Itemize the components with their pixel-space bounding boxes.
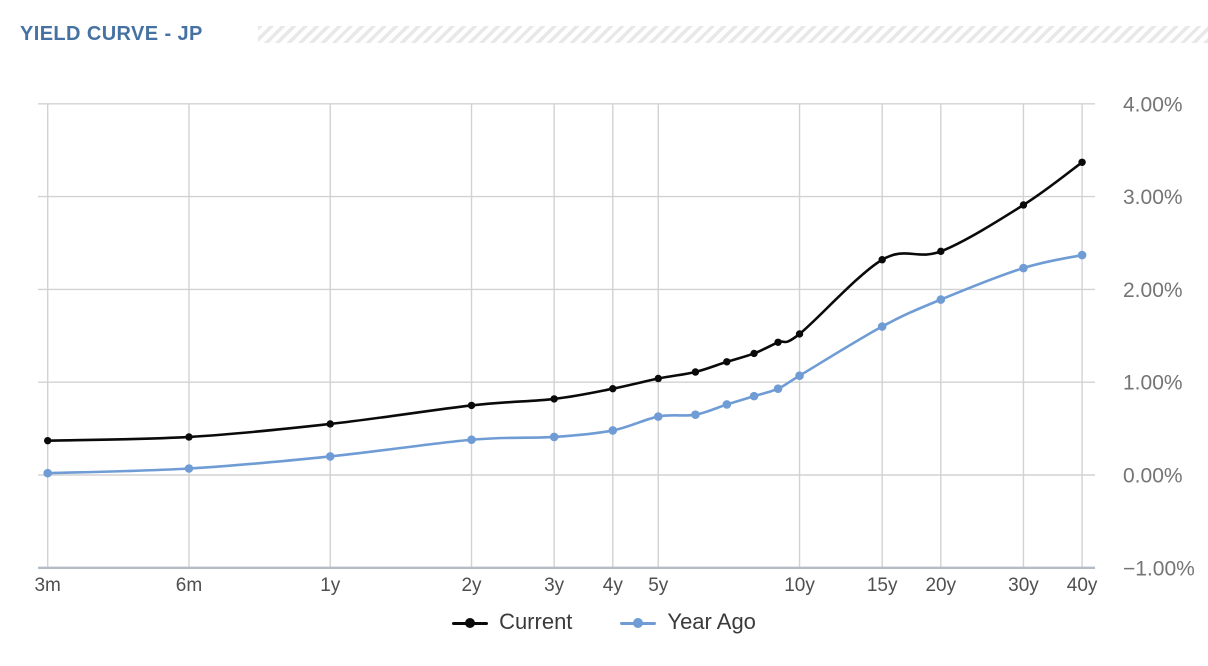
x-tick-label: 40y [1067,575,1098,596]
x-tick-label: 3y [544,575,565,596]
current-series-swatch-dot [465,618,476,628]
page-title: YIELD CURVE - JP [20,23,203,45]
data-point-year-ago-15y [877,322,887,331]
data-point-year-ago-6y [691,410,700,419]
data-point-current-6m [185,433,193,441]
series-line-current [46,160,1084,442]
x-tick-label: 2y [461,575,482,596]
data-point-year-ago-40y [1077,250,1087,260]
data-point-current-5y [654,374,662,383]
data-point-current-30y [1019,201,1028,209]
data-point-current-6y [691,368,700,376]
data-point-current-4y [609,384,617,393]
series-line-year-ago [46,253,1084,475]
y-tick-label: 0.00% [1123,465,1183,488]
data-point-current-10y [795,330,804,338]
header: YIELD CURVE - JP [0,0,1208,60]
x-tick-label: 20y [925,575,956,596]
y-tick-label: 1.00% [1123,372,1183,395]
x-tick-label: 15y [867,575,898,596]
data-point-year-ago-30y [1019,263,1028,273]
data-point-year-ago-2y [467,435,476,445]
x-tick-label: 10y [784,575,815,596]
data-point-year-ago-8y [749,391,759,401]
data-point-year-ago-1y [325,452,335,461]
data-point-year-ago-20y [936,295,946,304]
data-point-current-7y [723,358,731,366]
data-point-current-3y [550,395,558,403]
data-point-current-15y [878,256,886,264]
data-point-year-ago-5y [653,412,663,421]
x-tick-label: 5y [648,575,669,596]
current-series-swatch-line [452,618,489,628]
chart-legend: Current Year Ago [0,606,1208,640]
y-tick-label: 2.00% [1123,279,1183,302]
data-point-current-2y [467,401,476,410]
legend-item-year-ago[interactable]: Year Ago [620,611,756,635]
data-point-year-ago-3m [43,468,52,478]
year-ago-series-swatch-line [620,618,657,628]
y-tick-label: −1.00% [1123,557,1195,580]
legend-label-year-ago: Year Ago [667,609,756,634]
data-point-current-8y [750,349,758,358]
x-tick-label: 6m [176,575,202,596]
data-point-current-3m [44,436,52,445]
x-tick-label: 3m [34,575,60,596]
x-tick-label: 30y [1008,575,1039,596]
data-point-current-9y [774,338,782,346]
data-point-current-20y [937,247,945,256]
data-point-year-ago-6m [184,464,194,473]
year-ago-series-swatch-dot [633,618,644,628]
x-tick-label: 1y [320,575,341,596]
data-point-year-ago-7y [722,400,732,409]
data-point-year-ago-3y [549,432,559,442]
data-point-current-40y [1078,158,1086,166]
y-tick-label: 4.00% [1123,93,1183,116]
legend-label-current: Current [499,609,573,634]
data-point-current-1y [326,420,334,428]
x-tick-label: 4y [603,575,624,596]
data-point-year-ago-10y [795,371,804,381]
header-stripes-decoration [258,26,1208,43]
data-point-year-ago-4y [608,426,618,435]
y-tick-label: 3.00% [1123,186,1183,209]
data-point-year-ago-9y [773,384,783,393]
legend-item-current[interactable]: Current [452,611,572,635]
